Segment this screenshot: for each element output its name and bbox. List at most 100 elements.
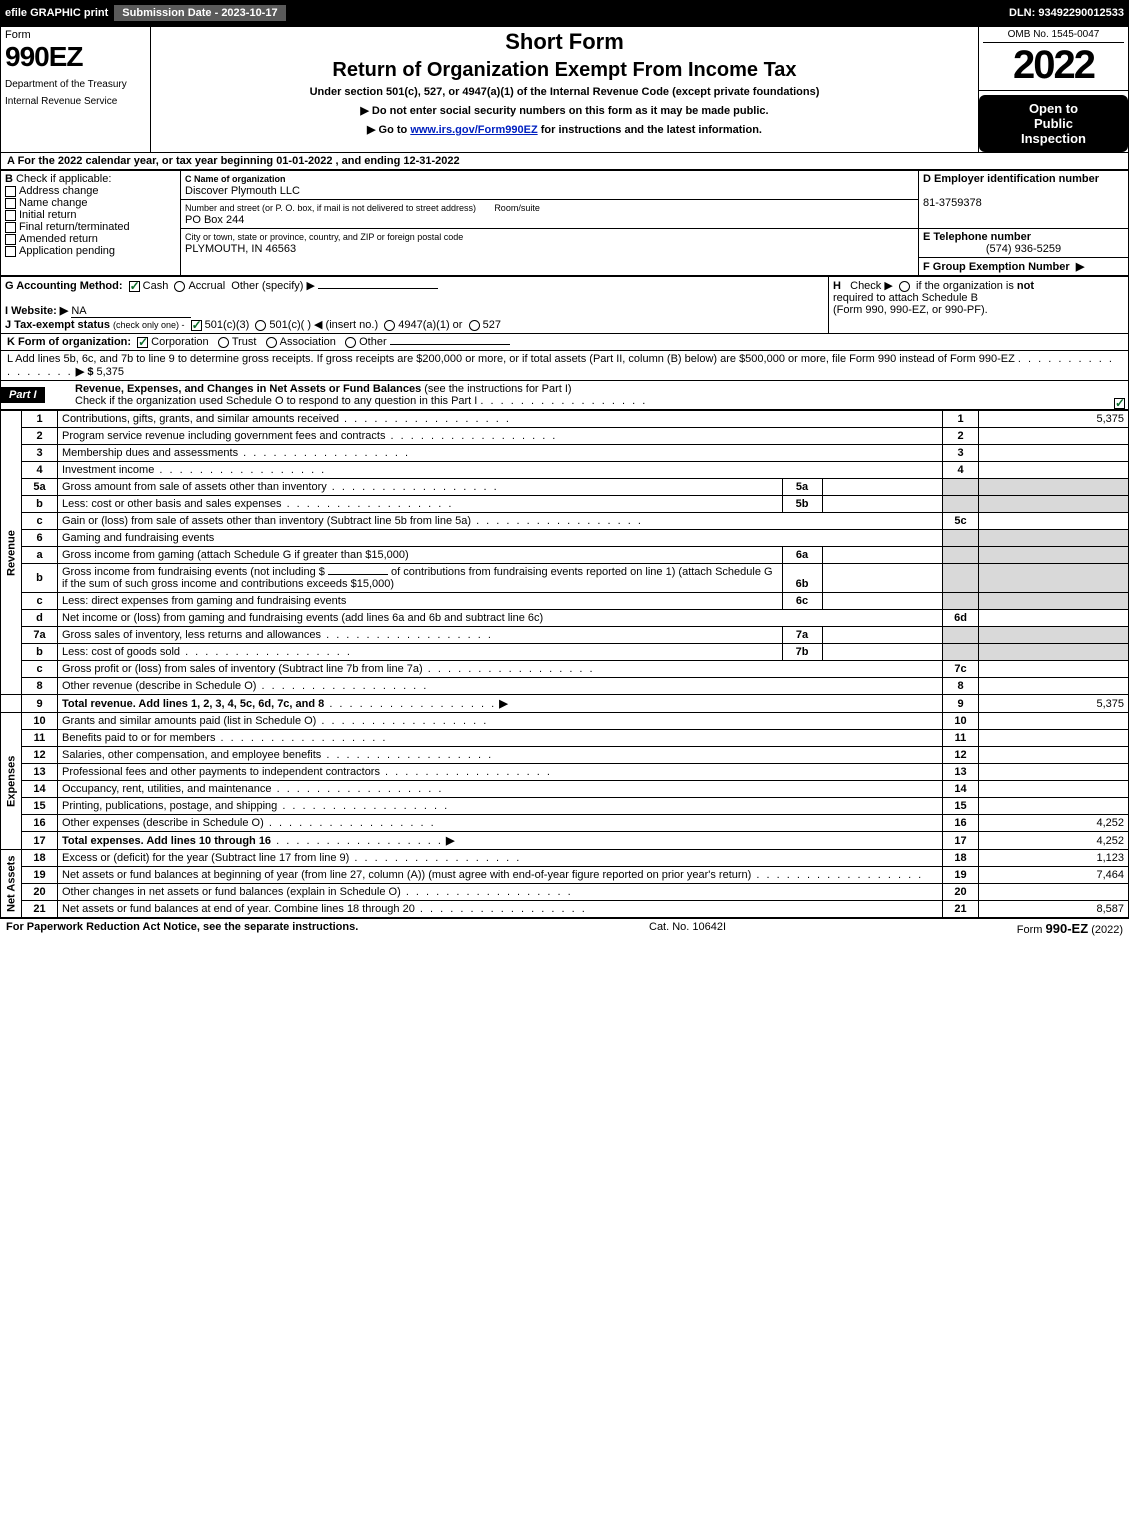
street-label: Number and street (or P. O. box, if mail… xyxy=(185,203,476,213)
l18-box: 18 xyxy=(943,850,979,867)
l7b-ib: 7b xyxy=(782,644,822,660)
l6b-iv xyxy=(822,564,942,592)
line-h-not: not xyxy=(1017,280,1034,292)
radio-527[interactable] xyxy=(469,320,480,331)
dln: DLN: 93492290012533 xyxy=(1009,7,1124,19)
l7b-iv xyxy=(822,644,942,660)
l2-num: 2 xyxy=(22,428,58,445)
irs-link[interactable]: www.irs.gov/Form990EZ xyxy=(410,124,537,136)
label-name-change: Name change xyxy=(19,197,88,209)
checkbox-name-change[interactable] xyxy=(5,198,16,209)
footer-left: For Paperwork Reduction Act Notice, see … xyxy=(6,921,358,936)
l8-box: 8 xyxy=(943,678,979,695)
l12-box: 12 xyxy=(943,747,979,764)
l6b-ib: 6b xyxy=(782,564,822,592)
l6c-num: c xyxy=(22,593,58,610)
l9-desc: Total revenue. Add lines 1, 2, 3, 4, 5c,… xyxy=(62,698,324,710)
l6b-num: b xyxy=(22,564,58,593)
l7a-desc: Gross sales of inventory, less returns a… xyxy=(62,629,321,641)
line-j-label: J Tax-exempt status xyxy=(5,319,110,331)
l7a-num: 7a xyxy=(22,627,58,644)
checkbox-amended-return[interactable] xyxy=(5,234,16,245)
goto-pre: ▶ Go to xyxy=(367,124,410,136)
l16-val: 4,252 xyxy=(979,815,1129,832)
line-h-text2: if the organization is xyxy=(916,280,1014,292)
box-e-label: E Telephone number xyxy=(923,231,1031,243)
part1-see: (see the instructions for Part I) xyxy=(424,383,571,395)
l2-val xyxy=(979,428,1129,445)
l12-val xyxy=(979,747,1129,764)
footer-right-pre: Form xyxy=(1017,924,1046,936)
l6-num: 6 xyxy=(22,530,58,547)
l16-desc: Other expenses (describe in Schedule O) xyxy=(62,817,264,829)
checkbox-final-return[interactable] xyxy=(5,222,16,233)
l7c-num: c xyxy=(22,661,58,678)
other-org-input[interactable] xyxy=(390,344,510,345)
l5c-num: c xyxy=(22,513,58,530)
checkbox-501c3[interactable] xyxy=(191,320,202,331)
label-4947a1: 4947(a)(1) or xyxy=(398,319,462,331)
under-section: Under section 501(c), 527, or 4947(a)(1)… xyxy=(155,86,974,98)
l6d-desc: Net income or (loss) from gaming and fun… xyxy=(62,612,543,624)
l5a-shade-val xyxy=(979,479,1129,496)
radio-501c[interactable] xyxy=(255,320,266,331)
radio-association[interactable] xyxy=(266,337,277,348)
l9-arrow: ▶ xyxy=(499,698,507,710)
l5c-val xyxy=(979,513,1129,530)
label-association: Association xyxy=(280,336,336,348)
open-line2: Public xyxy=(983,116,1124,131)
form-word: Form xyxy=(5,29,146,41)
city-label: City or town, state or province, country… xyxy=(185,232,463,242)
l10-desc: Grants and similar amounts paid (list in… xyxy=(62,715,316,727)
l5b-shade xyxy=(943,496,979,513)
l16-num: 16 xyxy=(22,815,58,832)
checkbox-address-change[interactable] xyxy=(5,186,16,197)
l21-num: 21 xyxy=(22,901,58,918)
radio-h[interactable] xyxy=(899,281,910,292)
box-d-label: D Employer identification number xyxy=(923,173,1099,185)
checkbox-part1-scheduleo[interactable] xyxy=(1114,398,1125,409)
checkbox-initial-return[interactable] xyxy=(5,210,16,221)
l6b-blank[interactable] xyxy=(328,574,388,575)
l4-box: 4 xyxy=(943,462,979,479)
org-name: Discover Plymouth LLC xyxy=(185,185,300,197)
l6b-shade-val xyxy=(979,564,1129,593)
l5a-shade xyxy=(943,479,979,496)
l21-desc: Net assets or fund balances at end of ye… xyxy=(62,903,415,915)
open-line1: Open to xyxy=(983,101,1124,116)
label-final-return: Final return/terminated xyxy=(19,221,130,233)
checkbox-corporation[interactable] xyxy=(137,337,148,348)
l4-desc: Investment income xyxy=(62,464,154,476)
radio-accrual[interactable] xyxy=(174,281,185,292)
l11-val xyxy=(979,730,1129,747)
l7a-shade xyxy=(943,627,979,644)
website-value: NA xyxy=(71,305,191,318)
l7c-box: 7c xyxy=(943,661,979,678)
radio-4947a1[interactable] xyxy=(384,320,395,331)
l17-arrow: ▶ xyxy=(446,835,454,847)
checkbox-cash[interactable] xyxy=(129,281,140,292)
checkbox-application-pending[interactable] xyxy=(5,246,16,257)
part1-header-row: Part I Revenue, Expenses, and Changes in… xyxy=(0,381,1129,410)
l6d-val xyxy=(979,610,1129,627)
l5b-num: b xyxy=(22,496,58,513)
radio-other-org[interactable] xyxy=(345,337,356,348)
l5a-desc: Gross amount from sale of assets other t… xyxy=(62,481,327,493)
l17-box: 17 xyxy=(943,832,979,850)
line-h-label: H xyxy=(833,280,841,292)
label-corporation: Corporation xyxy=(151,336,208,348)
line-h-text1: Check ▶ xyxy=(850,280,893,292)
phone: (574) 936-5259 xyxy=(923,243,1124,255)
l2-box: 2 xyxy=(943,428,979,445)
radio-trust[interactable] xyxy=(218,337,229,348)
l19-val: 7,464 xyxy=(979,867,1129,884)
box-b-check: Check if applicable: xyxy=(16,173,111,185)
label-application-pending: Application pending xyxy=(19,245,115,257)
page-footer: For Paperwork Reduction Act Notice, see … xyxy=(0,918,1129,938)
lines-table: Revenue 1 Contributions, gifts, grants, … xyxy=(0,410,1129,918)
netassets-section-label: Net Assets xyxy=(1,850,22,918)
l7b-shade xyxy=(943,644,979,661)
line-l-text: L Add lines 5b, 6c, and 7b to line 9 to … xyxy=(7,353,1015,365)
other-method-input[interactable] xyxy=(318,288,438,289)
dept-treasury: Department of the Treasury xyxy=(5,79,146,90)
